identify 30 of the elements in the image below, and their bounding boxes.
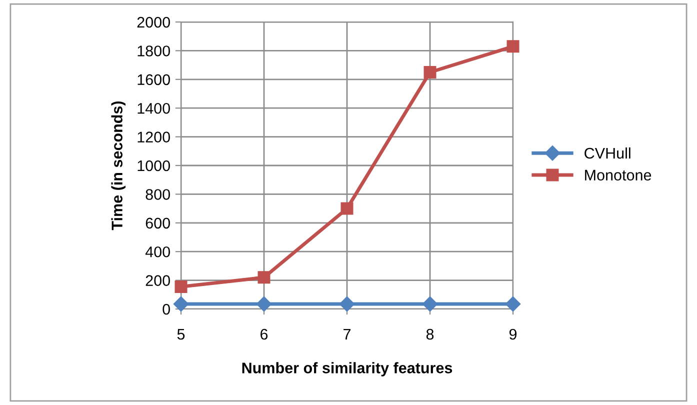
x-tick-label: 6 — [260, 328, 268, 340]
y-tick-label: 200 — [146, 275, 170, 286]
legend-label: Monotone — [585, 170, 652, 181]
y-axis-title: Time (in seconds) — [111, 101, 126, 230]
y-tick-label: 1400 — [138, 102, 170, 114]
y-tick-label: 2000 — [137, 16, 170, 28]
y-tick-label: 0 — [162, 304, 170, 315]
x-axis-title: Number of similarity features — [242, 362, 452, 376]
y-tick-label: 1800 — [138, 46, 170, 56]
x-tick-label: 7 — [344, 329, 350, 340]
point — [424, 66, 436, 78]
x-tick-label: 9 — [509, 328, 517, 340]
y-tick-label: 600 — [146, 218, 170, 229]
y-tick-label: 400 — [145, 246, 170, 258]
y-tick-label: 1000 — [138, 160, 170, 172]
y-tick-label: 800 — [146, 189, 170, 200]
y-tick-label: 1600 — [138, 74, 170, 86]
point — [422, 296, 438, 312]
point — [174, 280, 188, 294]
x-tick-label: 8 — [426, 328, 434, 340]
point — [339, 296, 355, 312]
y-tick-label: 1200 — [138, 132, 170, 142]
point — [340, 202, 354, 215]
legend-label: CVHull — [584, 147, 630, 159]
point — [256, 296, 272, 312]
point — [506, 40, 520, 53]
point — [173, 296, 189, 312]
x-tick-label: 5 — [177, 329, 185, 340]
point — [505, 296, 521, 312]
point — [258, 271, 270, 284]
